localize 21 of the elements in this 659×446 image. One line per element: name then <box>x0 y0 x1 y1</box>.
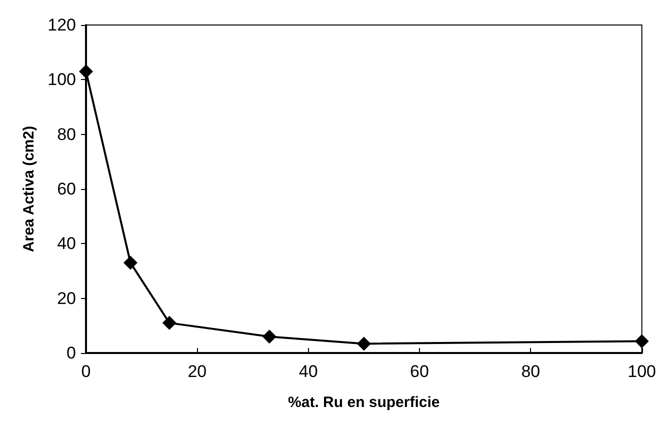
y-tick-label: 80 <box>57 124 76 144</box>
x-tick-label: 80 <box>521 362 540 381</box>
y-tick-label: 100 <box>48 70 76 90</box>
x-tick-label: 0 <box>81 362 91 381</box>
y-tick-label: 0 <box>66 344 76 362</box>
point <box>634 334 649 348</box>
y-tick-label: 60 <box>57 180 76 198</box>
x-tick-label: 40 <box>298 362 318 381</box>
y-tick-label: 40 <box>57 234 76 254</box>
y-axis-title: Area Activa (cm2) <box>20 126 38 252</box>
point <box>262 330 276 344</box>
point <box>123 256 138 270</box>
x-tick-label: 60 <box>410 362 429 381</box>
point <box>79 64 93 78</box>
point <box>356 336 371 351</box>
x-tick-label: 100 <box>628 362 656 381</box>
x-tick-label: 20 <box>188 362 207 381</box>
x-axis-title: %at. Ru en superficie <box>288 394 440 411</box>
y-tick-label: 20 <box>57 288 76 308</box>
y-tick-label: 120 <box>48 16 76 34</box>
point <box>162 316 176 330</box>
